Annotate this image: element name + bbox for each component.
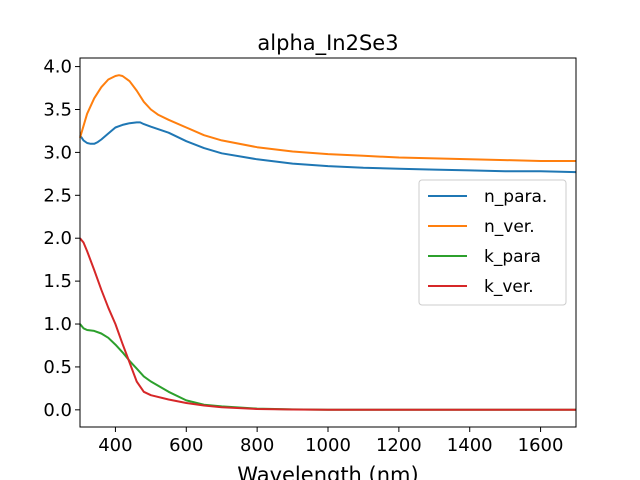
- y-tick-label: 1.5: [43, 271, 72, 292]
- y-tick-label: 1.0: [43, 314, 72, 335]
- x-tick-label: 800: [240, 435, 274, 456]
- x-tick-label: 1600: [518, 435, 564, 456]
- x-tick-label: 1200: [376, 435, 422, 456]
- legend-label-k-para: k_para: [484, 247, 541, 267]
- y-axis: 0.0 0.5 1.0 1.5 2.0 2.5 3.0 3.5 4.0: [43, 57, 80, 421]
- series-line-k-ver: [79, 237, 576, 411]
- legend-label-n-para: n_para.: [484, 187, 547, 207]
- chart-title: alpha_In2Se3: [257, 31, 398, 56]
- legend-label-n-ver: n_ver.: [484, 217, 535, 237]
- y-tick-label: 3.5: [43, 99, 72, 120]
- y-tick-label: 2.5: [43, 185, 72, 206]
- y-tick-label: 0.5: [43, 357, 72, 378]
- x-tick-label: 400: [98, 435, 132, 456]
- series-line-n-ver: [79, 74, 576, 162]
- y-tick-label: 2.0: [43, 228, 72, 249]
- legend-box: [418, 179, 567, 306]
- series-line-n-para: [79, 121, 577, 174]
- x-tick-label: 1000: [305, 435, 351, 456]
- y-tick-label: 0.0: [43, 400, 72, 421]
- y-tick-label: 4.0: [43, 57, 72, 78]
- y-tick-label: 3.0: [43, 142, 72, 163]
- x-tick-label: 600: [169, 435, 203, 456]
- series-group: [79, 74, 577, 411]
- legend-label-k-ver: k_ver.: [484, 277, 534, 297]
- x-axis: 400 600 800 1000 1200 1400 1600: [98, 427, 563, 456]
- legend: n_para. n_ver. k_para k_ver.: [418, 179, 567, 306]
- x-axis-label: Wavelength (nm): [237, 463, 418, 480]
- x-tick-label: 1400: [447, 435, 493, 456]
